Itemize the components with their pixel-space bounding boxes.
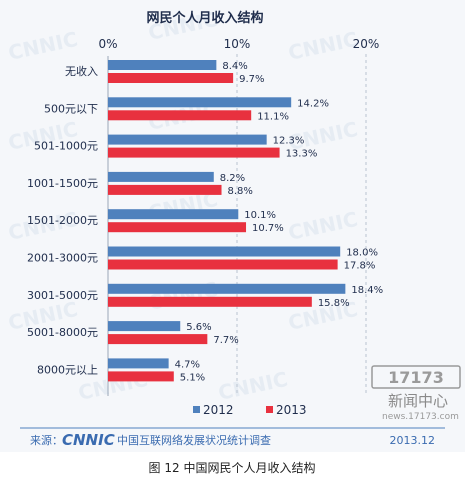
corner-watermark: 17173 新闻中心 news.17173.com xyxy=(371,365,461,422)
category-label: 2001-3000元 xyxy=(27,252,98,265)
bar xyxy=(108,296,312,307)
category-label: 1501-2000元 xyxy=(27,214,98,227)
bar xyxy=(108,110,252,121)
data-label: 7.7% xyxy=(213,335,238,346)
bars xyxy=(108,60,346,382)
data-label: 18.0% xyxy=(346,248,378,259)
category-label: 3001-5000元 xyxy=(27,289,98,302)
data-label: 8.2% xyxy=(220,173,245,184)
legend: 2012 2013 xyxy=(193,403,307,417)
category-label: 5001-8000元 xyxy=(27,326,98,339)
x-tick-label: 0% xyxy=(98,37,117,51)
x-axis-ticks: 0% 10% 20% xyxy=(98,37,379,51)
data-label: 15.8% xyxy=(318,298,350,309)
data-label: 8.4% xyxy=(222,61,247,72)
data-label: 10.1% xyxy=(244,210,276,221)
source-logo: CNNIC xyxy=(62,431,115,449)
bar xyxy=(108,283,346,294)
category-label: 501-1000元 xyxy=(34,140,98,153)
figure-caption: 图 12 中国网民个人月收入结构 xyxy=(149,460,316,475)
category-label: 500元以下 xyxy=(44,102,98,115)
bar xyxy=(108,371,174,382)
data-label: 14.2% xyxy=(297,98,329,109)
source-prefix: 来源： xyxy=(30,433,63,447)
bar xyxy=(108,134,267,145)
bar xyxy=(108,209,239,220)
x-tick-label: 20% xyxy=(353,37,380,51)
corner-watermark-url: news.17173.com xyxy=(382,412,459,422)
corner-watermark-text: 新闻中心 xyxy=(388,392,448,410)
corner-watermark-logo: 17173 xyxy=(388,368,444,387)
bar xyxy=(108,97,292,108)
data-label: 4.7% xyxy=(175,359,200,370)
bar xyxy=(108,222,247,233)
category-label: 无收入 xyxy=(65,64,98,78)
source-date: 2013.12 xyxy=(390,434,436,447)
bar xyxy=(108,147,280,158)
data-label: 17.8% xyxy=(344,261,376,272)
chart-title: 网民个人月收入结构 xyxy=(146,10,263,26)
category-label: 8000元以上 xyxy=(37,363,98,376)
bar xyxy=(108,171,214,182)
data-labels: 8.4% 9.7% 14.2% 11.1% 12.3% 13.3% 8.2% 8.8% 10.1… xyxy=(175,61,384,383)
data-label: 9.7% xyxy=(239,74,264,85)
corner-watermark-logo-box xyxy=(371,365,461,389)
bar xyxy=(108,73,234,83)
bar xyxy=(108,259,338,270)
bar xyxy=(108,246,341,257)
legend-label: 2013 xyxy=(276,403,307,417)
legend-swatch xyxy=(266,406,273,413)
bar xyxy=(108,321,181,332)
legend-swatch xyxy=(193,406,200,413)
data-label: 5.6% xyxy=(186,322,211,333)
bar xyxy=(108,334,208,345)
source-org: 中国互联网络发展状况统计调查 xyxy=(117,433,271,447)
bar xyxy=(108,184,222,195)
data-label: 13.3% xyxy=(286,149,318,160)
data-label: 18.4% xyxy=(351,285,383,296)
data-label: 11.1% xyxy=(257,111,289,122)
category-labels: 无收入 500元以下 501-1000元 1001-1500元 1501-2000元 20… xyxy=(27,64,98,376)
legend-label: 2012 xyxy=(203,403,234,417)
data-label: 12.3% xyxy=(273,136,305,147)
bar xyxy=(108,60,217,70)
category-label: 1001-1500元 xyxy=(27,177,98,190)
data-label: 5.1% xyxy=(180,372,205,383)
x-tick-label: 10% xyxy=(224,37,251,51)
data-label: 10.7% xyxy=(252,223,284,234)
data-label: 8.8% xyxy=(228,186,253,197)
bar xyxy=(108,358,169,369)
